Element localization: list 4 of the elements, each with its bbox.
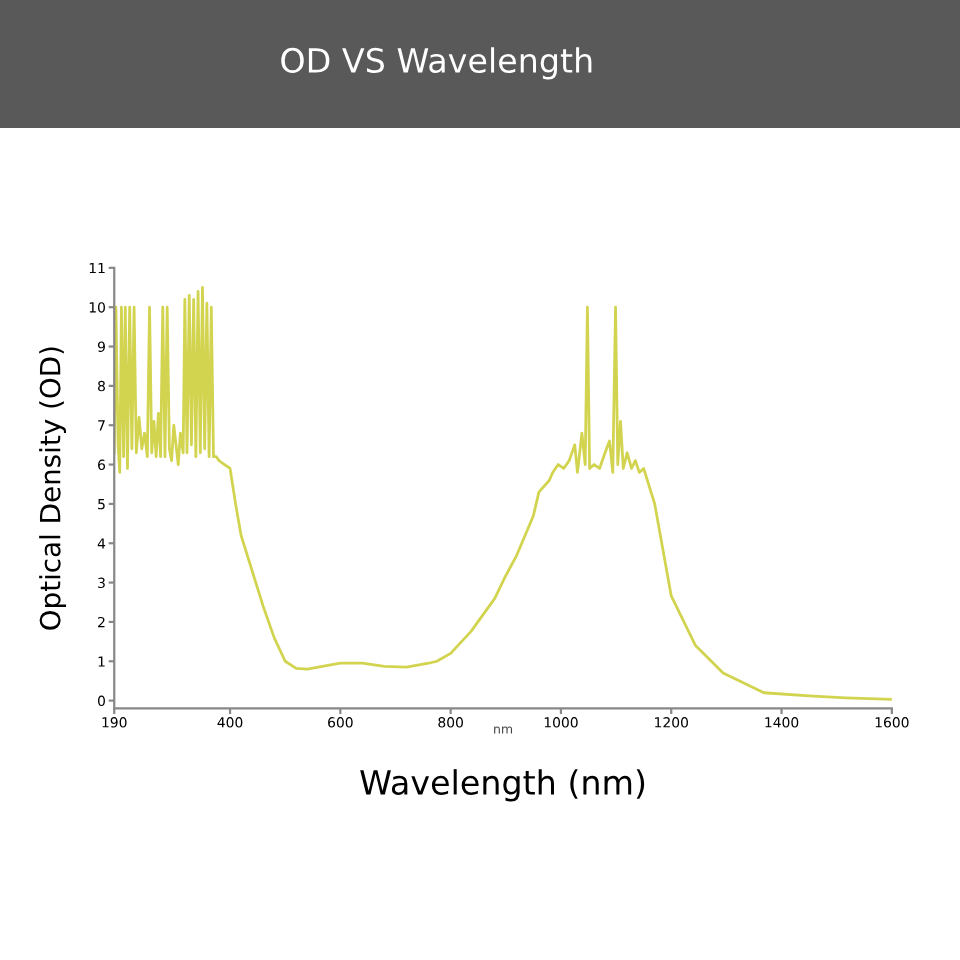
- y-axis-title: Optical Density (OD): [39, 347, 67, 630]
- chart-title: OD VS Wavelength: [281, 47, 592, 80]
- line-series: [114, 286, 892, 701]
- x-axis-title: Wavelength (nm): [360, 769, 645, 802]
